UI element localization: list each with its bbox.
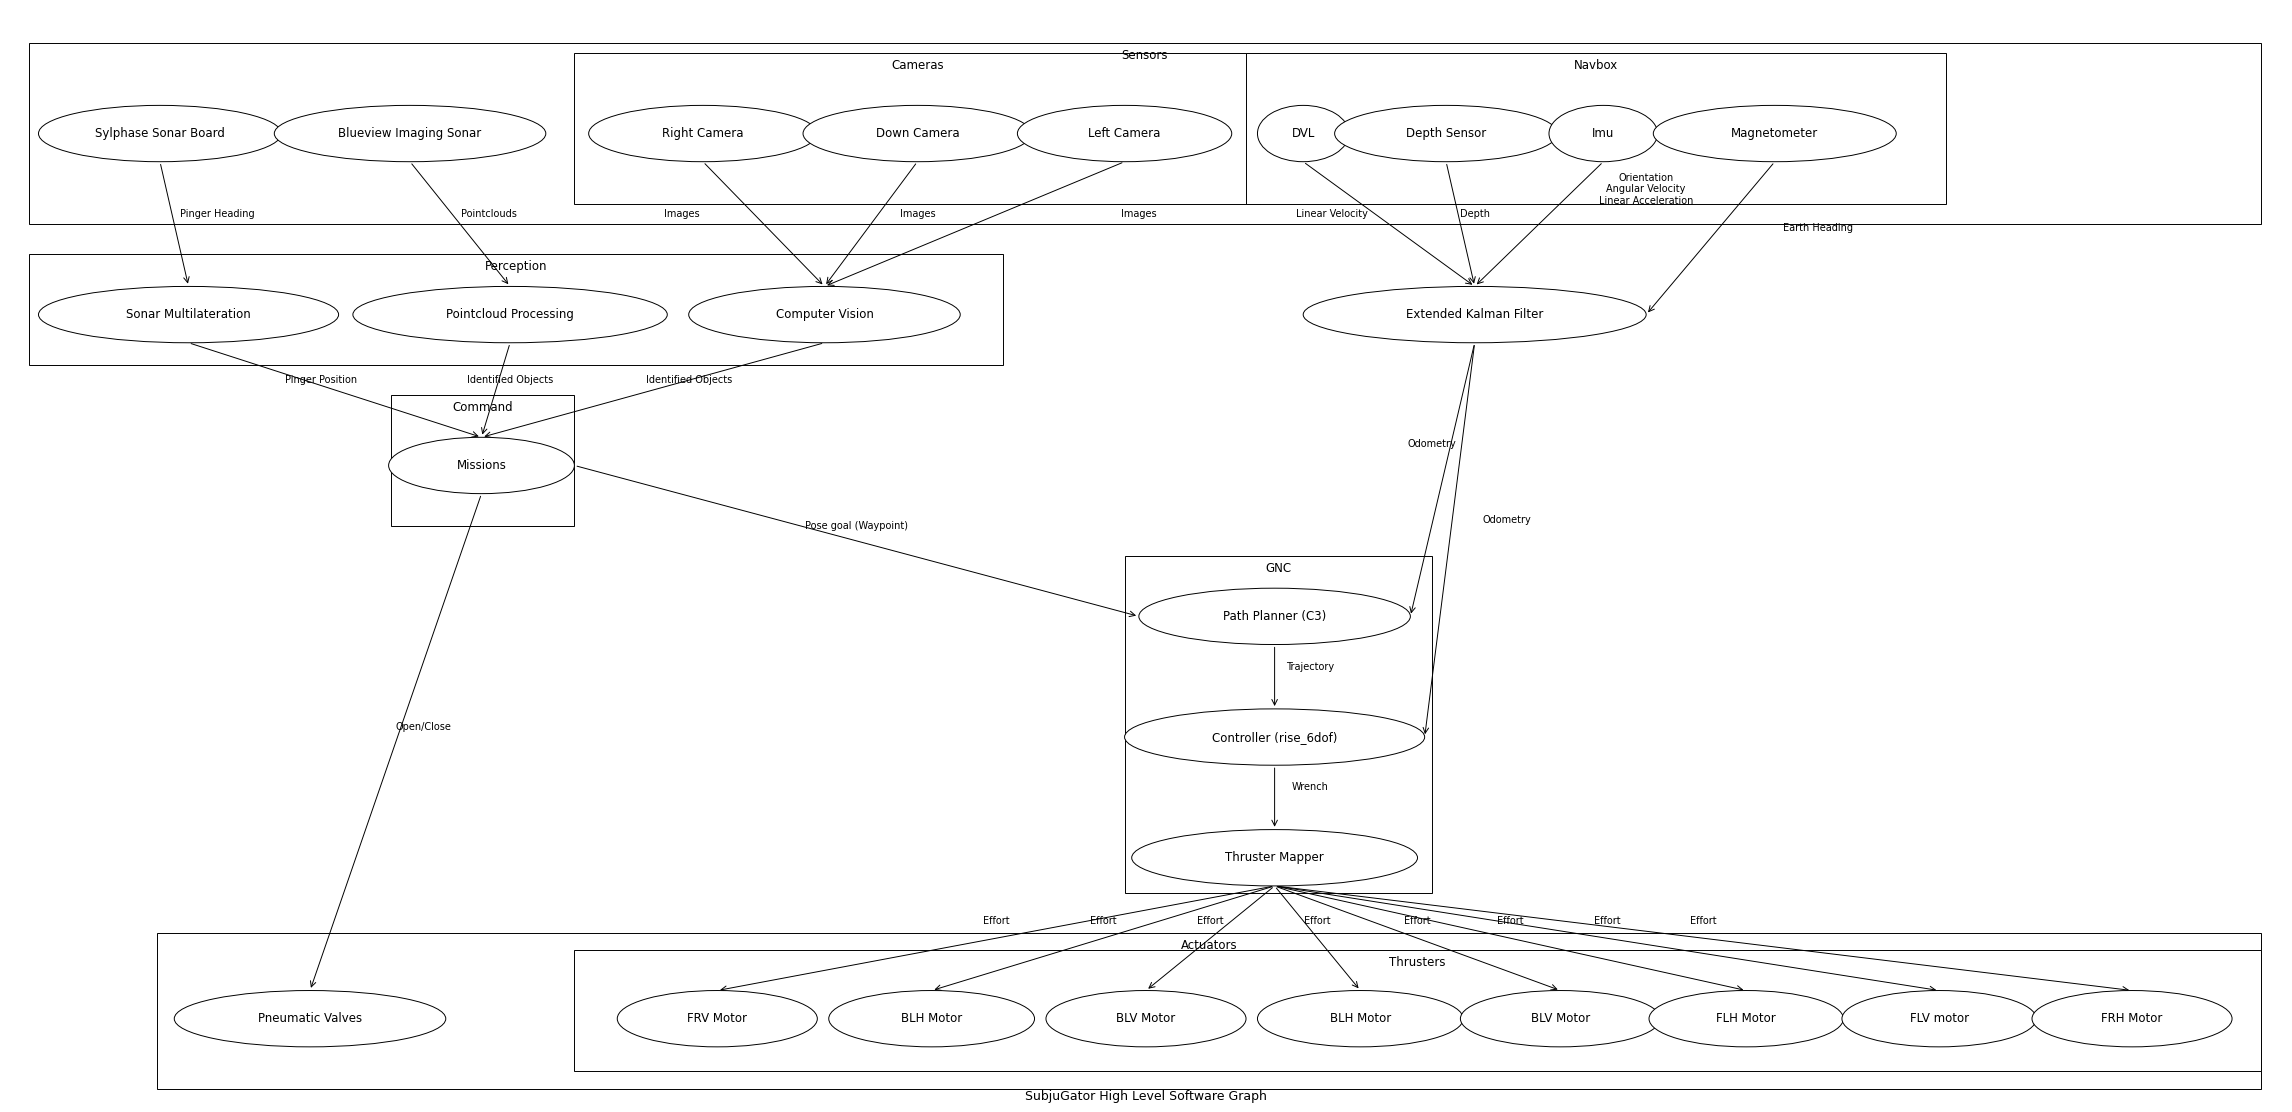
Text: Effort: Effort xyxy=(1196,916,1224,926)
Ellipse shape xyxy=(830,991,1034,1046)
Text: GNC: GNC xyxy=(1265,562,1290,575)
Text: DVL: DVL xyxy=(1290,127,1316,140)
Ellipse shape xyxy=(2033,991,2232,1046)
Ellipse shape xyxy=(39,287,339,342)
Text: Imu: Imu xyxy=(1593,127,1614,140)
Ellipse shape xyxy=(1653,106,1895,161)
Ellipse shape xyxy=(353,287,667,342)
Text: FRH Motor: FRH Motor xyxy=(2102,1012,2164,1025)
Text: Controller (rise_6dof): Controller (rise_6dof) xyxy=(1212,731,1336,744)
Ellipse shape xyxy=(1843,991,2035,1046)
Text: BLV Motor: BLV Motor xyxy=(1531,1012,1591,1025)
Bar xyxy=(575,53,1261,203)
Text: Identified Objects: Identified Objects xyxy=(646,375,731,385)
Text: Effort: Effort xyxy=(1593,916,1620,926)
Text: Down Camera: Down Camera xyxy=(876,127,958,140)
Text: BLH Motor: BLH Motor xyxy=(901,1012,963,1025)
Text: Effort: Effort xyxy=(1405,916,1430,926)
Text: Pneumatic Valves: Pneumatic Valves xyxy=(259,1012,362,1025)
Bar xyxy=(392,395,575,526)
Ellipse shape xyxy=(174,991,445,1046)
Bar xyxy=(158,933,2260,1089)
Text: Images: Images xyxy=(665,209,699,219)
Text: Pointclouds: Pointclouds xyxy=(461,209,516,219)
Ellipse shape xyxy=(1334,106,1559,161)
Ellipse shape xyxy=(1139,588,1410,645)
Text: BLV Motor: BLV Motor xyxy=(1116,1012,1176,1025)
Text: Effort: Effort xyxy=(1089,916,1116,926)
Ellipse shape xyxy=(1460,991,1659,1046)
Text: Thrusters: Thrusters xyxy=(1389,956,1446,970)
Text: Depth: Depth xyxy=(1460,209,1490,219)
Bar xyxy=(1247,53,1946,203)
Text: Perception: Perception xyxy=(484,260,548,274)
Text: Pointcloud Processing: Pointcloud Processing xyxy=(447,308,573,321)
Text: Depth Sensor: Depth Sensor xyxy=(1405,127,1485,140)
Text: Effort: Effort xyxy=(1497,916,1524,926)
Text: Effort: Effort xyxy=(1304,916,1332,926)
Text: Computer Vision: Computer Vision xyxy=(775,308,873,321)
Text: Identified Objects: Identified Objects xyxy=(468,375,552,385)
Ellipse shape xyxy=(802,106,1031,161)
Text: Pinger Heading: Pinger Heading xyxy=(179,209,254,219)
Bar xyxy=(28,43,2260,224)
Ellipse shape xyxy=(1648,991,1843,1046)
Text: Linear Velocity: Linear Velocity xyxy=(1295,209,1368,219)
Ellipse shape xyxy=(1258,991,1462,1046)
Text: Earth Heading: Earth Heading xyxy=(1783,224,1852,234)
Ellipse shape xyxy=(39,106,282,161)
Text: Right Camera: Right Camera xyxy=(662,127,743,140)
Text: Cameras: Cameras xyxy=(892,59,944,72)
Text: Odometry: Odometry xyxy=(1483,515,1531,525)
Ellipse shape xyxy=(1018,106,1231,161)
Ellipse shape xyxy=(1045,991,1247,1046)
Bar xyxy=(1125,556,1432,893)
Text: Navbox: Navbox xyxy=(1575,59,1618,72)
Ellipse shape xyxy=(688,287,960,342)
Text: Magnetometer: Magnetometer xyxy=(1730,127,1818,140)
Text: BLH Motor: BLH Motor xyxy=(1329,1012,1391,1025)
Text: Thruster Mapper: Thruster Mapper xyxy=(1226,852,1325,864)
Text: FRV Motor: FRV Motor xyxy=(688,1012,747,1025)
Bar xyxy=(28,255,1004,365)
Text: Sonar Multilateration: Sonar Multilateration xyxy=(126,308,250,321)
Ellipse shape xyxy=(1549,106,1657,161)
Text: Missions: Missions xyxy=(456,459,507,471)
Ellipse shape xyxy=(275,106,545,161)
Text: Sensors: Sensors xyxy=(1121,49,1169,62)
Text: Trajectory: Trajectory xyxy=(1286,662,1334,672)
Ellipse shape xyxy=(1125,708,1426,765)
Text: Orientation
Angular Velocity
Linear Acceleration: Orientation Angular Velocity Linear Acce… xyxy=(1600,172,1694,206)
Text: Extended Kalman Filter: Extended Kalman Filter xyxy=(1405,308,1543,321)
Text: FLH Motor: FLH Motor xyxy=(1717,1012,1776,1025)
Ellipse shape xyxy=(390,437,575,494)
Ellipse shape xyxy=(1132,830,1416,886)
Text: FLV motor: FLV motor xyxy=(1909,1012,1969,1025)
Text: Open/Close: Open/Close xyxy=(397,722,452,732)
Text: Effort: Effort xyxy=(983,916,1008,926)
Ellipse shape xyxy=(617,991,818,1046)
Text: Odometry: Odometry xyxy=(1407,439,1455,449)
Text: Blueview Imaging Sonar: Blueview Imaging Sonar xyxy=(339,127,481,140)
Text: Pose goal (Waypoint): Pose goal (Waypoint) xyxy=(804,520,908,530)
Text: Sylphase Sonar Board: Sylphase Sonar Board xyxy=(94,127,225,140)
Ellipse shape xyxy=(1304,287,1646,342)
Text: Wrench: Wrench xyxy=(1293,783,1329,793)
Text: Images: Images xyxy=(1121,209,1157,219)
Ellipse shape xyxy=(589,106,818,161)
Text: Path Planner (C3): Path Planner (C3) xyxy=(1224,609,1327,623)
Text: Pinger Position: Pinger Position xyxy=(284,375,358,385)
Text: Effort: Effort xyxy=(1689,916,1717,926)
Text: Actuators: Actuators xyxy=(1180,940,1238,952)
Text: SubjuGator High Level Software Graph: SubjuGator High Level Software Graph xyxy=(1025,1090,1267,1103)
Text: Images: Images xyxy=(898,209,935,219)
Text: Command: Command xyxy=(452,401,513,414)
Text: Left Camera: Left Camera xyxy=(1089,127,1160,140)
Ellipse shape xyxy=(1258,106,1350,161)
Bar xyxy=(575,951,2260,1071)
